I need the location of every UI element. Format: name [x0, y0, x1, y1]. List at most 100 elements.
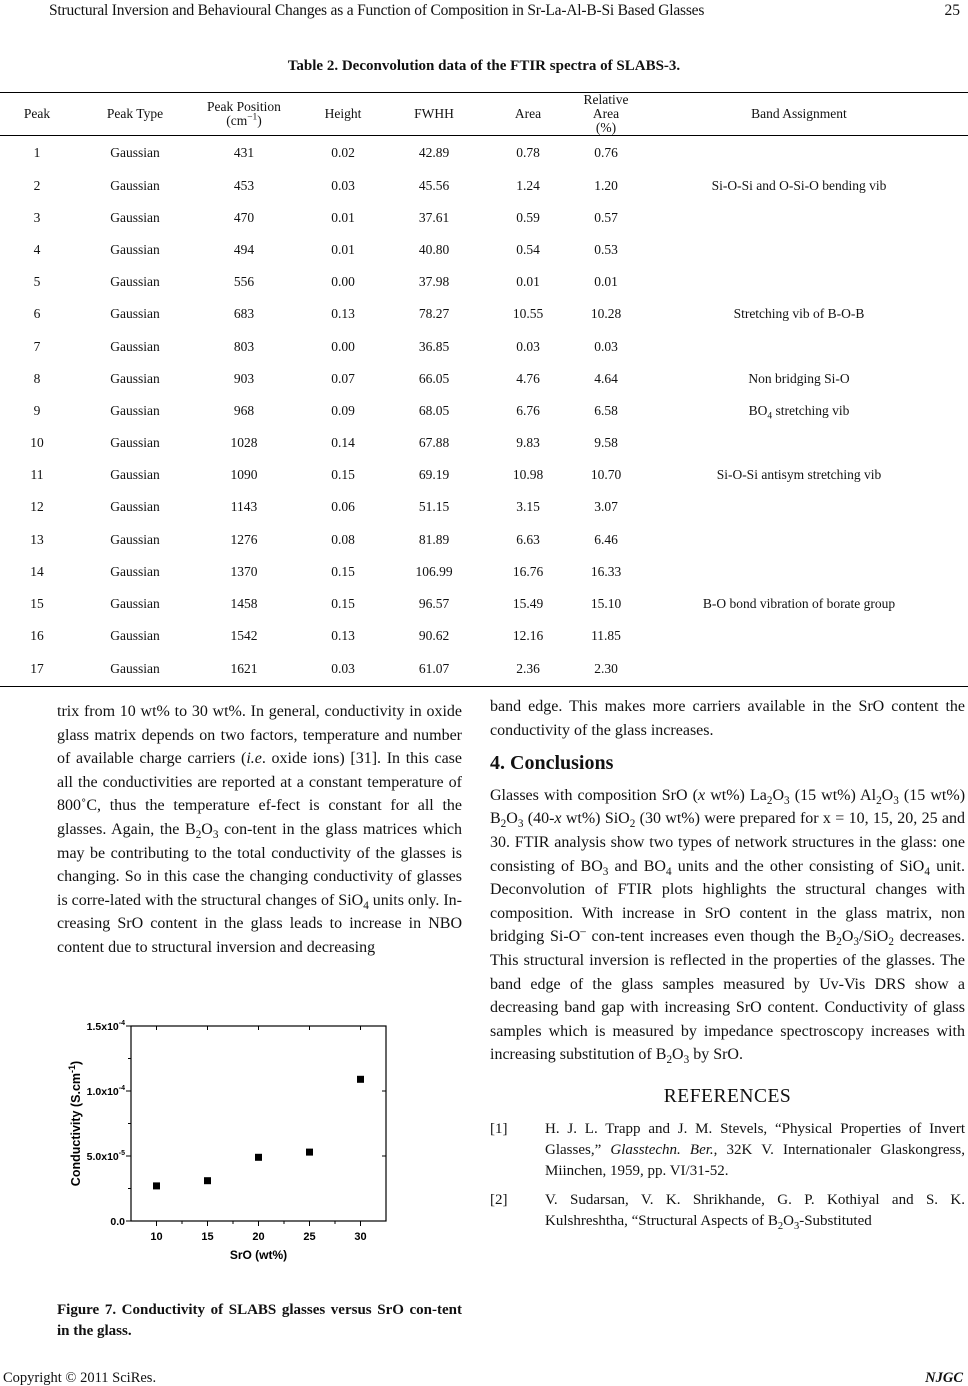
running-title: Structural Inversion and Behavioural Cha… — [49, 2, 705, 19]
table-row: 8 Gaussian 903 0.07 66.05 4.76 4.64 Non bridgin… — [0, 363, 968, 395]
table-cell: 4.64 — [594, 370, 618, 386]
table-cell: 0.08 — [331, 531, 355, 547]
table-cell: 903 — [233, 370, 255, 386]
table-cell: 803 — [233, 338, 255, 354]
table-cell: 15 — [30, 596, 44, 612]
table-cell: 2.36 — [516, 661, 540, 677]
table-cell: 10 — [30, 435, 44, 451]
col-peak-position: Peak Position (cm−1) — [207, 99, 281, 128]
table-cell: 4.76 — [516, 370, 540, 386]
data-point — [357, 1075, 364, 1083]
table-cell: Gaussian — [110, 144, 160, 160]
table-cell: 494 — [233, 241, 255, 257]
table-cell: 0.59 — [516, 209, 540, 225]
table-cell: 16 — [30, 628, 44, 644]
table-cell: 0.06 — [331, 499, 355, 515]
table-cell: 1.24 — [516, 177, 540, 193]
table-cell: 90.62 — [418, 628, 450, 644]
table-cell: 68.05 — [418, 402, 450, 418]
table-cell: Gaussian — [110, 661, 160, 677]
table-cell: Gaussian — [110, 596, 160, 612]
table-cell: 0.57 — [594, 209, 618, 225]
table-cell: 0.01 — [594, 274, 618, 290]
table-cell: 1 — [33, 144, 41, 160]
table-cell: 4 — [33, 241, 41, 257]
table-cell: 0.78 — [516, 144, 540, 160]
journal-name: NJGC — [925, 1370, 963, 1386]
references-heading: REFERENCES — [663, 1085, 792, 1107]
table-cell — [630, 330, 968, 362]
table-cell — [630, 427, 968, 459]
table-row: 17 Gaussian 1621 0.03 61.07 2.36 2.30 — [0, 652, 968, 687]
table-cell — [630, 491, 968, 523]
table-cell: 0.03 — [331, 661, 355, 677]
table-row: 16 Gaussian 1542 0.13 90.62 12.16 11.85 — [0, 620, 968, 652]
page-number: 25 — [944, 2, 961, 19]
table-caption: Table 2. Deconvolution data of the FTIR … — [287, 58, 681, 74]
table-cell: 14 — [30, 563, 44, 579]
table-cell: 0.01 — [331, 209, 355, 225]
table-cell: 1542 — [230, 628, 258, 644]
x-tick-label: 30 — [354, 1231, 366, 1243]
table-row: 9 Gaussian 968 0.09 68.05 6.76 6.58 BO4 stretch… — [0, 395, 968, 427]
table-cell: Gaussian — [110, 402, 160, 418]
table-cell: Gaussian — [110, 306, 160, 322]
table-cell: 0.53 — [594, 241, 618, 257]
data-point — [204, 1177, 211, 1185]
col-area: Area — [514, 106, 542, 121]
table-row: 13 Gaussian 1276 0.08 81.89 6.63 6.46 — [0, 524, 968, 556]
table-cell: 0.01 — [516, 274, 540, 290]
table-cell: Gaussian — [110, 467, 160, 483]
x-tick-label: 20 — [252, 1231, 264, 1243]
table-cell: 8 — [33, 370, 41, 386]
table-cell: 1.20 — [594, 177, 618, 193]
table-row: 12 Gaussian 1143 0.06 51.15 3.15 3.07 — [0, 491, 968, 523]
table-cell: Gaussian — [110, 338, 160, 354]
table-cell: 1143 — [230, 499, 258, 515]
table-cell: 69.19 — [418, 467, 450, 483]
table-cell: 12 — [30, 499, 44, 515]
table-cell: Si-O-Si and O-Si-O bending vib — [711, 177, 887, 193]
table-cell: 0.02 — [331, 144, 355, 160]
table-cell: 12.16 — [512, 628, 544, 644]
table-cell: 37.61 — [418, 209, 450, 225]
section-heading: 4. Conclusions — [490, 752, 614, 775]
table-cell: Gaussian — [110, 531, 160, 547]
table-cell: 0.13 — [331, 628, 355, 644]
table-cell: 683 — [233, 306, 255, 322]
table-cell — [630, 620, 968, 652]
table-cell — [630, 266, 968, 298]
table-cell: Stretching vib of B-O-B — [733, 306, 865, 322]
x-tick-label: 15 — [201, 1231, 213, 1243]
table-row: 14 Gaussian 1370 0.15 106.99 16.76 16.33 — [0, 556, 968, 588]
table-cell: 16.76 — [512, 563, 544, 579]
table-cell: 968 — [233, 402, 255, 418]
table-cell: BO4 stretching vib — [748, 402, 850, 422]
table-cell: 556 — [233, 274, 255, 290]
table-cell: 0.00 — [331, 338, 355, 354]
table-cell: B-O bond vibration of borate group — [702, 596, 896, 612]
table-cell: Gaussian — [110, 563, 160, 579]
table-cell: 66.05 — [418, 370, 450, 386]
table-cell: 7 — [33, 338, 41, 354]
table-cell: Gaussian — [110, 241, 160, 257]
y-tick-label: 1.5x10-4 — [87, 1020, 125, 1033]
x-tick-label: 25 — [303, 1231, 315, 1243]
table-cell: 11.85 — [591, 628, 621, 644]
table-cell: Gaussian — [110, 435, 160, 451]
table-cell: 15.49 — [512, 596, 544, 612]
x-tick-label: 10 — [150, 1231, 162, 1243]
reference-list: [1] H. J. L. Trapp and J. M. Stevels, “Ph… — [490, 1119, 965, 1232]
table-cell: Non bridging Si-O — [748, 370, 850, 386]
col-height: Height — [324, 106, 362, 121]
table-cell: 45.56 — [418, 177, 450, 193]
col-relative-area: Relative Area (%) — [583, 92, 629, 135]
table-cell: 3.07 — [594, 499, 618, 515]
table-cell: 37.98 — [418, 274, 450, 290]
table-cell: 6 — [33, 306, 41, 322]
table-cell: 6.58 — [594, 402, 618, 418]
x-axis-label: SrO (wt%) — [230, 1248, 287, 1262]
table-cell: 0.01 — [331, 241, 355, 257]
table-header-row: Peak Peak Type Peak Position (cm−1) Heigh… — [0, 92, 968, 136]
